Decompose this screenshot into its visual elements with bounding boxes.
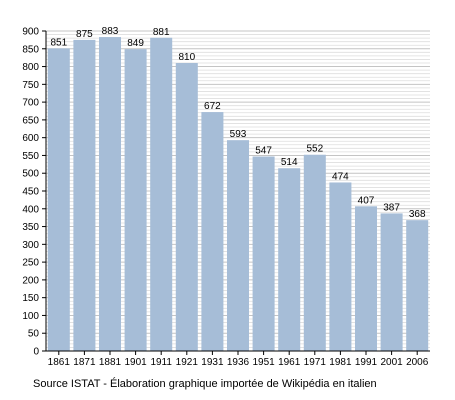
bar-value-label: 552 bbox=[306, 144, 323, 155]
bar-value-label: 593 bbox=[230, 129, 247, 140]
bar-value-label: 407 bbox=[358, 195, 375, 206]
y-axis: 0 50 100 150 200 250 300 350 400 450 500 550 600 650 7… bbox=[22, 27, 47, 358]
x-tick-label: 1901 bbox=[124, 357, 147, 368]
y-tick-label: 750 bbox=[22, 80, 39, 91]
y-tick-label: 400 bbox=[22, 204, 39, 215]
bar bbox=[252, 156, 275, 351]
bar bbox=[124, 49, 147, 352]
bar bbox=[226, 140, 250, 351]
x-tick-label: 1961 bbox=[278, 357, 301, 368]
x-tick-label: 1936 bbox=[227, 357, 250, 368]
y-tick-label: 450 bbox=[22, 187, 39, 198]
bar bbox=[278, 168, 301, 351]
bar bbox=[329, 182, 352, 351]
bar-value-label: 849 bbox=[127, 38, 144, 49]
bar-value-label: 851 bbox=[50, 37, 67, 48]
bar bbox=[380, 213, 403, 351]
y-tick-label: 350 bbox=[22, 222, 39, 233]
bar-value-label: 672 bbox=[204, 101, 221, 112]
x-tick-label: 1911 bbox=[150, 357, 172, 368]
x-axis: 1861 1871 1881 1901 1911 1921 1931 1936 1951 1961… bbox=[46, 350, 430, 368]
bar bbox=[47, 48, 70, 352]
y-tick-label: 150 bbox=[22, 293, 39, 304]
y-tick-label: 900 bbox=[22, 27, 39, 38]
y-tick-label: 600 bbox=[22, 133, 39, 144]
bar bbox=[201, 112, 224, 351]
y-tick-label: 100 bbox=[22, 311, 39, 322]
data-labels: 851 875 883 849 881 810 672 593 547 514 552 474 407 3… bbox=[50, 26, 426, 220]
y-tick-label: 250 bbox=[22, 258, 39, 269]
x-tick-label: 1991 bbox=[355, 357, 378, 368]
bar-value-label: 547 bbox=[255, 146, 272, 157]
bar-value-label: 875 bbox=[76, 29, 93, 40]
bar-value-label: 387 bbox=[383, 202, 400, 213]
bar-value-label: 881 bbox=[153, 27, 170, 38]
y-tick-label: 800 bbox=[22, 62, 39, 73]
x-tick-label: 1981 bbox=[329, 357, 352, 368]
y-tick-label: 650 bbox=[22, 115, 39, 126]
x-tick-label: 1951 bbox=[252, 357, 275, 368]
y-tick-label: 500 bbox=[22, 169, 39, 180]
bar bbox=[98, 37, 122, 352]
y-tick-label: 200 bbox=[22, 275, 39, 286]
bar bbox=[406, 220, 429, 351]
bar bbox=[354, 206, 378, 351]
bar-value-label: 883 bbox=[102, 26, 119, 37]
bar bbox=[175, 63, 198, 351]
bar bbox=[150, 37, 173, 351]
y-tick-label: 700 bbox=[22, 98, 39, 109]
y-tick-label: 0 bbox=[33, 347, 39, 358]
bar bbox=[303, 154, 326, 351]
bar-value-label: 514 bbox=[281, 157, 298, 168]
x-tick-label: 1971 bbox=[304, 357, 327, 368]
y-tick-label: 50 bbox=[28, 329, 40, 340]
x-tick-label: 2001 bbox=[380, 357, 403, 368]
bar-value-label: 810 bbox=[178, 52, 195, 63]
x-tick-label: 1881 bbox=[99, 357, 122, 368]
x-tick-label: 1871 bbox=[73, 357, 96, 368]
x-tick-label: 1931 bbox=[201, 357, 224, 368]
x-tick-label: 2006 bbox=[406, 357, 429, 368]
source-note: Source ISTAT - Élaboration graphique imp… bbox=[33, 378, 377, 390]
bar-value-label: 368 bbox=[409, 209, 426, 220]
x-tick-label: 1861 bbox=[48, 357, 71, 368]
x-tick-label: 1921 bbox=[176, 357, 199, 368]
bars bbox=[47, 37, 429, 352]
y-tick-label: 550 bbox=[22, 151, 39, 162]
bar-value-label: 474 bbox=[332, 171, 349, 182]
y-tick-label: 850 bbox=[22, 44, 39, 55]
bar bbox=[73, 39, 96, 352]
y-tick-label: 300 bbox=[22, 240, 39, 251]
